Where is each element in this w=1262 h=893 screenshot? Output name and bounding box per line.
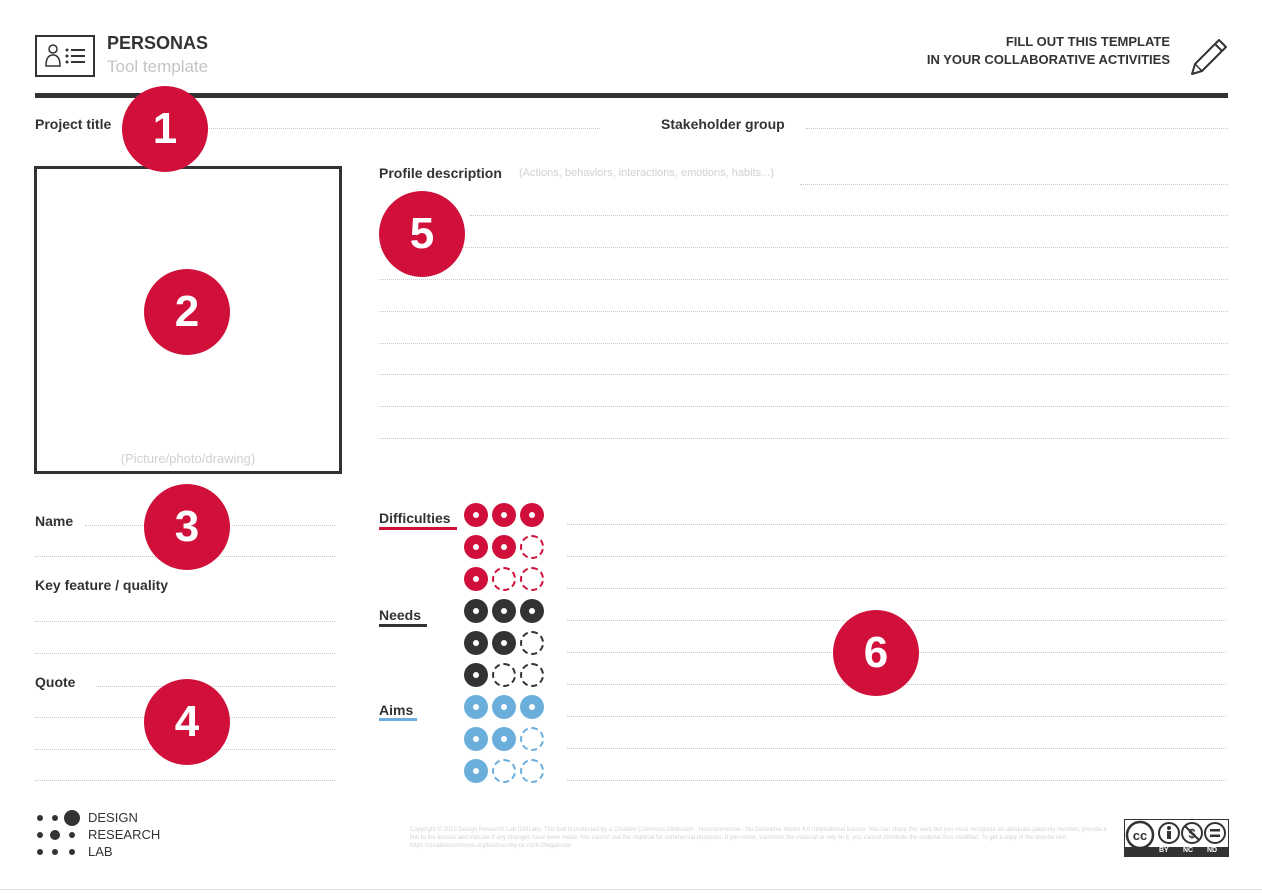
- needs-rating-dot[interactable]: [464, 663, 488, 687]
- needs-label: Needs: [379, 607, 422, 623]
- logo-line-3: LAB: [88, 844, 113, 859]
- svg-text:cc: cc: [1133, 828, 1147, 843]
- aims-rating-dot[interactable]: [520, 727, 544, 751]
- aims-rating-dot[interactable]: [492, 695, 516, 719]
- aims-rating-dot[interactable]: [520, 695, 544, 719]
- difficulties-rating-dot[interactable]: [520, 535, 544, 559]
- quote-line-1[interactable]: [96, 686, 335, 687]
- difficulties-rating-dot[interactable]: [492, 535, 516, 559]
- aims-rating-dot[interactable]: [464, 695, 488, 719]
- needs-rating-dot[interactable]: [492, 631, 516, 655]
- difficulties-rating-dot[interactable]: [492, 567, 516, 591]
- badge-3: 3: [144, 484, 230, 570]
- aims-rating-dot[interactable]: [492, 759, 516, 783]
- profile-description-line[interactable]: [379, 438, 1228, 439]
- cc-by-label: BY: [1159, 847, 1169, 854]
- difficulties-rating-dot[interactable]: [520, 567, 544, 591]
- picture-box[interactable]: [34, 166, 342, 474]
- difficulties-label: Difficulties: [379, 510, 451, 526]
- badge-4: 4: [144, 679, 230, 765]
- needs-rating-dot[interactable]: [464, 599, 488, 623]
- cta-line-1: FILL OUT THIS TEMPLATE: [1005, 34, 1170, 49]
- cta-line-2: IN YOUR COLLABORATIVE ACTIVITIES: [926, 52, 1170, 67]
- profile-description-line[interactable]: [379, 374, 1228, 375]
- profile-description-line[interactable]: [379, 343, 1228, 344]
- name-label: Name: [35, 513, 74, 529]
- aims-answer-line[interactable]: [567, 780, 1226, 781]
- profile-description-line[interactable]: [470, 215, 1228, 216]
- stakeholder-group-label: Stakeholder group: [661, 116, 785, 132]
- aims-rating-dot[interactable]: [464, 727, 488, 751]
- profile-description-line[interactable]: [379, 279, 1228, 280]
- needs-rating-dot[interactable]: [520, 631, 544, 655]
- profile-description-line[interactable]: [379, 247, 1228, 248]
- badge-5: 5: [379, 191, 465, 277]
- aims-answer-line[interactable]: [567, 748, 1226, 749]
- needs-rating-dot[interactable]: [492, 599, 516, 623]
- project-title-field[interactable]: [125, 128, 600, 129]
- profile-description-hint: (Actions, behaviors, interactions, emoti…: [519, 167, 774, 179]
- page-subtitle: Tool template: [107, 57, 209, 76]
- aims-underline: [379, 718, 417, 721]
- logo-line-2: RESEARCH: [88, 827, 161, 842]
- needs-rating-dot[interactable]: [520, 663, 544, 687]
- needs-rating-dot[interactable]: [520, 599, 544, 623]
- difficulties-rating-dot[interactable]: [464, 503, 488, 527]
- quote-line-4[interactable]: [35, 780, 335, 781]
- key-feature-line-2[interactable]: [35, 653, 335, 654]
- aims-answer-line[interactable]: [567, 716, 1226, 717]
- badge-2: 2: [144, 269, 230, 355]
- difficulties-rating-dot[interactable]: [492, 503, 516, 527]
- badge-6: 6: [833, 610, 919, 696]
- badge-1: 1: [122, 86, 208, 172]
- quote-label: Quote: [35, 674, 76, 690]
- logo-line-1: DESIGN: [88, 810, 138, 825]
- needs-rating-dot[interactable]: [464, 631, 488, 655]
- picture-hint: (Picture/photo/drawing): [120, 451, 256, 466]
- key-feature-line-1[interactable]: [35, 621, 335, 622]
- key-feature-label: Key feature / quality: [35, 577, 169, 593]
- profile-description-line[interactable]: [379, 311, 1228, 312]
- difficulties-answer-line[interactable]: [567, 588, 1226, 589]
- profile-description-line[interactable]: [379, 406, 1228, 407]
- difficulties-underline: [379, 527, 457, 530]
- needs-rating-dot[interactable]: [492, 663, 516, 687]
- persona-card-icon: [35, 35, 95, 77]
- aims-rating-dot[interactable]: [492, 727, 516, 751]
- creative-commons-icon: cc $: [1124, 819, 1229, 857]
- difficulties-rating-dot[interactable]: [520, 503, 544, 527]
- cc-nd-label: ND: [1207, 847, 1218, 854]
- stakeholder-group-field[interactable]: [806, 128, 1228, 129]
- page-title: PERSONAS: [107, 33, 209, 53]
- difficulties-answer-line[interactable]: [567, 524, 1226, 525]
- project-title-label: Project title: [35, 116, 112, 132]
- aims-rating-dot[interactable]: [464, 759, 488, 783]
- difficulties-rating-dot[interactable]: [464, 535, 488, 559]
- aims-label: Aims: [379, 702, 414, 718]
- page-bottom-edge: [0, 889, 1262, 890]
- profile-description-label: Profile description: [379, 165, 502, 181]
- legal-text: Copyright © 2019 Design Research Lab (DR…: [410, 827, 1107, 849]
- difficulties-answer-line[interactable]: [567, 556, 1226, 557]
- aims-rating-dot[interactable]: [520, 759, 544, 783]
- cc-nc-label: NC: [1183, 847, 1194, 854]
- header-divider: [35, 93, 1228, 98]
- pencil-icon: [1186, 34, 1230, 78]
- profile-description-line[interactable]: [800, 184, 1228, 185]
- drlab-logo-icon: [35, 810, 83, 858]
- needs-underline: [379, 624, 427, 627]
- difficulties-rating-dot[interactable]: [464, 567, 488, 591]
